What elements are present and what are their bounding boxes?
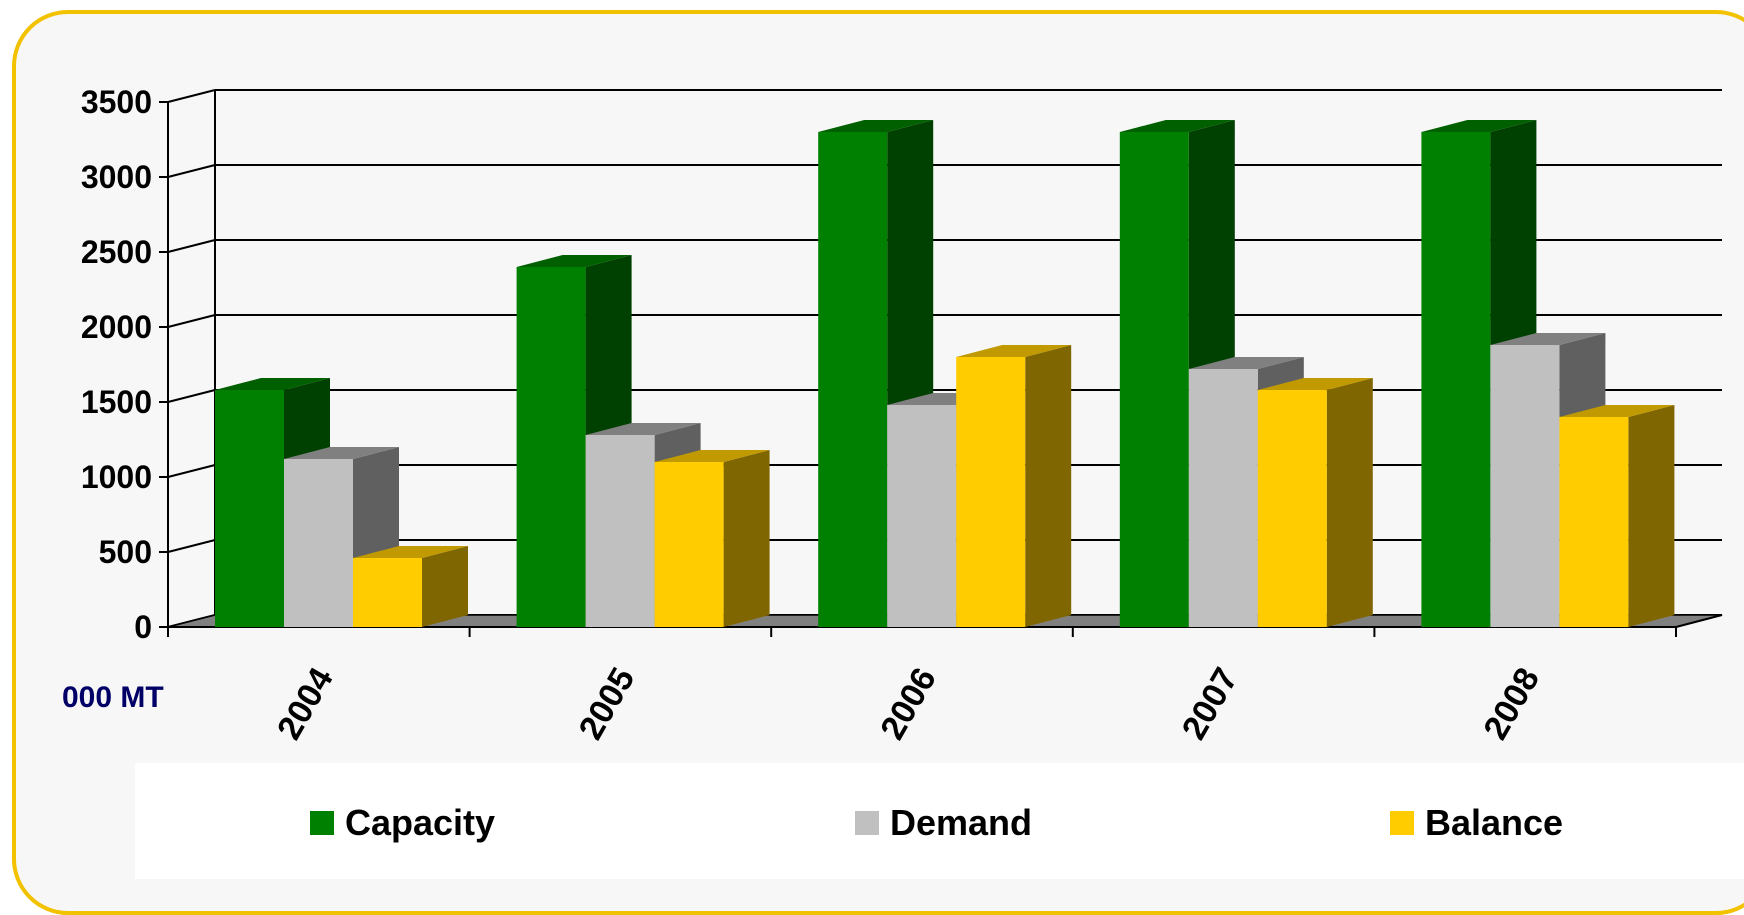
bar-top — [1188, 357, 1304, 369]
legend-item-balance: Balance — [1390, 802, 1563, 843]
legend-item-demand: Demand — [855, 802, 1032, 843]
bar-side — [723, 450, 770, 627]
bar-front — [585, 435, 655, 627]
bar-top — [1421, 120, 1537, 132]
bar-front — [818, 132, 888, 627]
y-tick-label: 3500 — [81, 84, 152, 120]
bar-front — [956, 357, 1026, 627]
legend-label: Demand — [890, 802, 1032, 843]
bar-top — [1119, 120, 1235, 132]
gridline-depth — [167, 314, 216, 328]
gridline-depth — [167, 239, 216, 253]
bar-side — [1025, 345, 1072, 627]
bar-top — [1559, 405, 1675, 417]
bar-top — [654, 450, 770, 462]
bar-front — [353, 558, 422, 627]
x-tick-label: 2007 — [1175, 661, 1246, 746]
bar-balance-2007 — [1257, 378, 1373, 627]
bar-front — [654, 462, 724, 627]
y-tick-label: 0 — [134, 609, 152, 645]
bar-balance-2006 — [956, 345, 1072, 627]
x-tick-label: 2008 — [1476, 661, 1547, 746]
legend-item-capacity: Capacity — [310, 802, 495, 843]
bar-side — [1326, 378, 1373, 627]
legend-swatch — [1390, 811, 1414, 835]
y-tick-label: 3000 — [81, 159, 152, 195]
bar-front — [1188, 369, 1258, 627]
y-tick-label: 2000 — [81, 309, 152, 345]
bar-front — [215, 390, 284, 627]
gridline-depth — [167, 539, 216, 553]
bar-balance-2005 — [654, 450, 770, 627]
bar-front — [516, 267, 586, 627]
bar-front — [1257, 390, 1327, 627]
bar-top — [1257, 378, 1373, 390]
bar-front — [1119, 132, 1189, 627]
y-tick-label: 1500 — [81, 384, 152, 420]
bars — [215, 120, 1675, 627]
legend-swatch — [855, 811, 879, 835]
legend-swatch — [310, 811, 334, 835]
bar-top — [956, 345, 1072, 357]
x-tick-label: 2004 — [270, 661, 341, 746]
y-axis-unit-label: 000 MT — [62, 681, 164, 714]
bar-top — [284, 447, 399, 459]
bar-top — [215, 378, 330, 390]
gridline-depth — [167, 464, 216, 478]
legend: Capacity Demand Balance — [310, 802, 1563, 843]
legend-box — [135, 763, 1744, 879]
legend-label: Capacity — [345, 802, 495, 843]
y-tick-label: 1000 — [81, 459, 152, 495]
x-tick-label: 2006 — [873, 661, 944, 746]
bar-top — [516, 255, 632, 267]
bar-front — [1559, 417, 1629, 627]
bar-top — [585, 423, 701, 435]
x-tick-labels: 2004 2005 2006 2007 2008 — [270, 661, 1547, 746]
bar-top — [1490, 333, 1606, 345]
floor-edge — [1675, 614, 1723, 628]
gridline-depth — [167, 89, 216, 103]
gridline-depth — [167, 389, 216, 403]
bar-side — [1628, 405, 1675, 627]
legend-label: Balance — [1425, 802, 1563, 843]
bar-balance-2004 — [353, 546, 468, 627]
y-tick-label: 2500 — [81, 234, 152, 270]
bar-top — [818, 120, 934, 132]
x-tick-label: 2005 — [572, 661, 643, 746]
y-tick-label: 500 — [99, 534, 152, 570]
y-tick-labels: 0 500 1000 1500 2000 2500 3000 3500 — [81, 84, 152, 645]
bar-front — [887, 405, 957, 627]
bar-balance-2008 — [1559, 405, 1675, 627]
bar-top — [353, 546, 468, 558]
gridline-depth — [167, 164, 216, 178]
bar-front — [284, 459, 353, 627]
bar-front — [1421, 132, 1491, 627]
bar-front — [1490, 345, 1560, 627]
bar-side — [422, 546, 468, 627]
